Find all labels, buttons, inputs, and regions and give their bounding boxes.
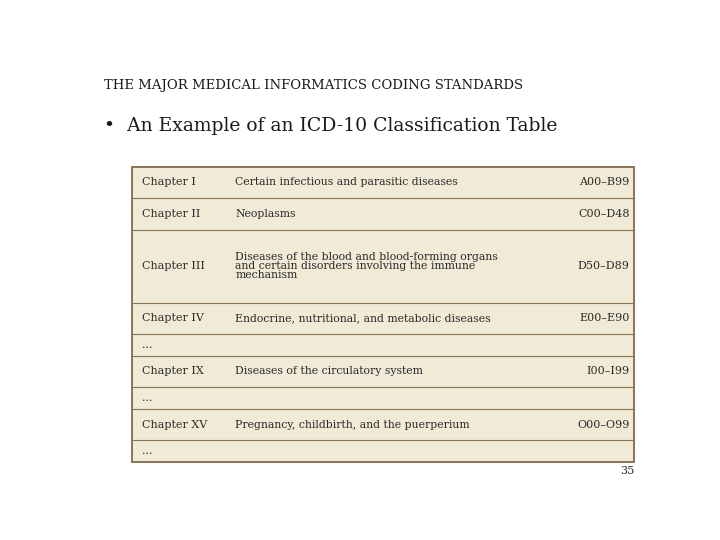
Text: Chapter I: Chapter I (142, 178, 196, 187)
Text: mechanism: mechanism (235, 271, 297, 280)
Text: and certain disorders involving the immune: and certain disorders involving the immu… (235, 261, 475, 271)
Text: Diseases of the circulatory system: Diseases of the circulatory system (235, 367, 423, 376)
Text: A00–B99: A00–B99 (580, 178, 629, 187)
Text: Chapter III: Chapter III (142, 261, 204, 271)
Text: ...: ... (142, 340, 153, 350)
Text: •  An Example of an ICD-10 Classification Table: • An Example of an ICD-10 Classification… (104, 117, 557, 135)
FancyBboxPatch shape (132, 167, 634, 462)
Text: Pregnancy, childbirth, and the puerperium: Pregnancy, childbirth, and the puerperiu… (235, 420, 469, 430)
Text: Endocrine, nutritional, and metabolic diseases: Endocrine, nutritional, and metabolic di… (235, 313, 491, 323)
Text: I00–I99: I00–I99 (587, 367, 629, 376)
Text: Chapter IX: Chapter IX (142, 367, 204, 376)
Text: C00–D48: C00–D48 (578, 209, 629, 219)
Text: THE MAJOR MEDICAL INFORMATICS CODING STANDARDS: THE MAJOR MEDICAL INFORMATICS CODING STA… (104, 79, 523, 92)
Text: Chapter XV: Chapter XV (142, 420, 207, 430)
Text: Chapter II: Chapter II (142, 209, 200, 219)
Text: E00–E90: E00–E90 (579, 313, 629, 323)
Text: 35: 35 (620, 467, 634, 476)
Text: O00–O99: O00–O99 (577, 420, 629, 430)
Text: D50–D89: D50–D89 (577, 261, 629, 271)
Text: Chapter IV: Chapter IV (142, 313, 204, 323)
Text: ...: ... (142, 446, 153, 456)
Text: ...: ... (142, 393, 153, 403)
Text: Neoplasms: Neoplasms (235, 209, 296, 219)
Text: Certain infectious and parasitic diseases: Certain infectious and parasitic disease… (235, 178, 458, 187)
Text: Diseases of the blood and blood-forming organs: Diseases of the blood and blood-forming … (235, 252, 498, 262)
